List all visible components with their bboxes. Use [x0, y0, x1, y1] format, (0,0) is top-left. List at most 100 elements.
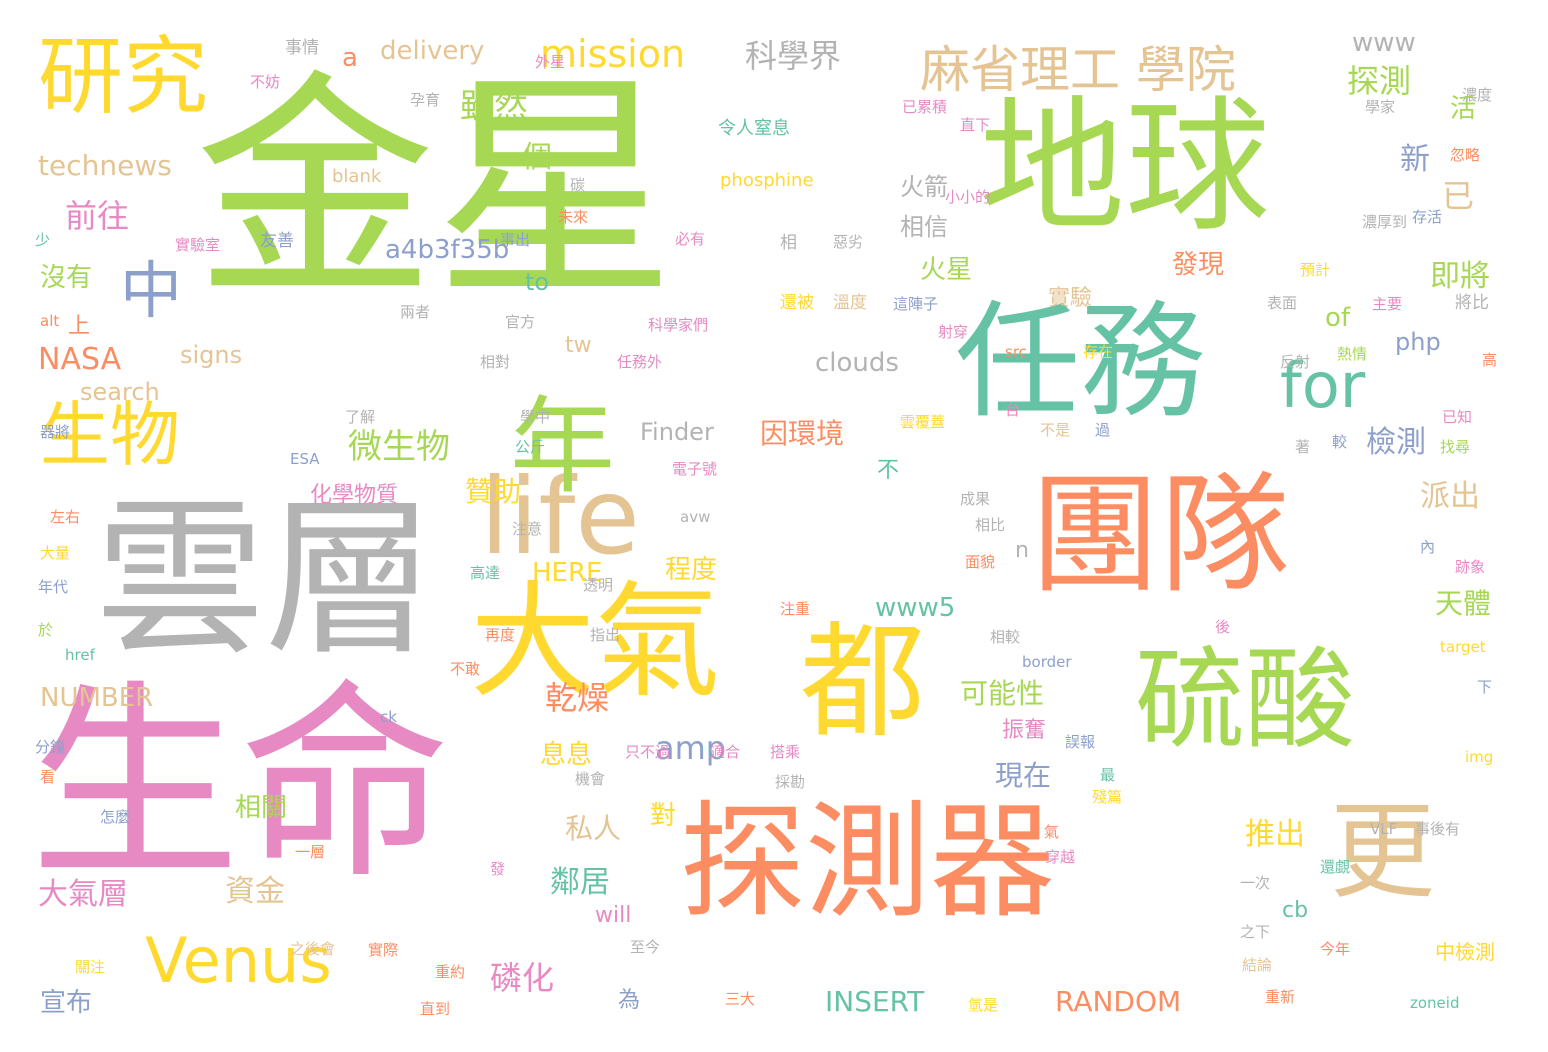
cloud-word: tw	[565, 333, 592, 358]
cloud-word: 現在	[995, 759, 1052, 792]
cloud-word: 相比	[975, 516, 1006, 534]
cloud-word: 贊助	[465, 475, 522, 508]
cloud-word: 火箭	[900, 173, 948, 201]
cloud-word: 找尋	[1440, 438, 1471, 456]
cloud-word: www5	[875, 593, 956, 623]
cloud-word: 至今	[630, 938, 661, 956]
cloud-word: 因環境	[760, 417, 845, 450]
cloud-word: 前往	[65, 197, 130, 235]
cloud-word: 乾燥	[545, 679, 610, 717]
cloud-word: 熱情	[1337, 345, 1368, 363]
cloud-word: 一個	[492, 140, 552, 175]
cloud-word: 面貌	[965, 553, 996, 571]
cloud-word: 將比	[1455, 293, 1489, 313]
cloud-word: 化學物質	[310, 483, 399, 508]
cloud-word: 電子號	[672, 460, 718, 478]
cloud-word: 小小的	[945, 188, 991, 206]
cloud-word: 了解	[345, 408, 376, 426]
cloud-word: 之後會	[290, 940, 336, 958]
cloud-word: RANDOM	[1055, 985, 1182, 1018]
cloud-word: cb	[1282, 898, 1309, 923]
cloud-word: 一層	[295, 843, 326, 861]
cloud-word: 著	[1295, 438, 1311, 456]
cloud-word: 不妨	[250, 73, 281, 91]
cloud-word: 左右	[50, 508, 81, 526]
cloud-word: 令人窒息	[718, 118, 790, 139]
cloud-word: 程度	[665, 555, 718, 585]
cloud-word: 濃厚到	[1362, 213, 1408, 231]
cloud-word: 雖然	[460, 87, 528, 127]
cloud-word: phosphine	[720, 170, 814, 191]
cloud-word: 已	[1442, 177, 1475, 215]
cloud-word: 團隊	[1030, 459, 1291, 611]
cloud-word: 任務	[955, 290, 1205, 435]
cloud-word: 相關	[235, 793, 288, 823]
cloud-word: 成果	[960, 490, 991, 508]
cloud-word: life	[480, 456, 640, 578]
cloud-word: 發現	[1172, 250, 1225, 280]
cloud-word: Venus	[145, 924, 332, 997]
cloud-word: clouds	[815, 348, 899, 378]
cloud-word: 注重	[780, 600, 811, 618]
cloud-word: delivery	[380, 36, 485, 66]
cloud-word: 中	[120, 254, 183, 327]
cloud-word: 雲覆蓋	[900, 413, 946, 431]
cloud-word: 高	[1482, 351, 1498, 369]
cloud-word: 磷化	[490, 959, 555, 997]
cloud-word: 兩者	[400, 303, 431, 321]
cloud-word: 對	[650, 801, 677, 831]
cloud-word: 機會	[575, 770, 606, 788]
cloud-word: 器將	[40, 423, 71, 441]
cloud-word: 中檢測	[1435, 940, 1495, 964]
cloud-word: 地球	[980, 83, 1270, 252]
cloud-word: 麻省理工 學院	[920, 41, 1236, 99]
cloud-word: 主要	[1372, 295, 1403, 313]
cloud-word: border	[1022, 653, 1072, 671]
cloud-word: 惡劣	[833, 233, 864, 251]
cloud-word: 必有	[675, 230, 706, 248]
cloud-word: 活	[1450, 94, 1477, 124]
cloud-word: 未來	[558, 208, 589, 226]
cloud-word: php	[1395, 328, 1441, 356]
cloud-word: 官方	[505, 313, 536, 331]
cloud-word: Finder	[640, 418, 714, 446]
cloud-word: 最	[1100, 766, 1116, 784]
cloud-word: 更	[1330, 791, 1436, 913]
cloud-word: 三大	[725, 990, 756, 1008]
cloud-word: 跡象	[1455, 558, 1486, 576]
cloud-word: 外星	[535, 53, 566, 71]
cloud-word: 怎麼	[100, 808, 131, 826]
cloud-word: 氫是	[968, 996, 999, 1014]
cloud-word: 誤報	[1065, 733, 1096, 751]
cloud-word: 實驗	[1048, 286, 1093, 311]
cloud-word: 探測器	[680, 790, 1055, 935]
cloud-word: 直到	[420, 1000, 451, 1018]
cloud-word: ck	[380, 708, 397, 726]
cloud-word: a4b3f35b	[385, 235, 510, 265]
cloud-word: mission	[540, 32, 686, 76]
cloud-word: NASA	[38, 342, 122, 377]
cloud-word: 實際	[368, 941, 399, 959]
cloud-word: zoneid	[1410, 994, 1460, 1012]
cloud-word: 事後有	[1415, 820, 1461, 838]
cloud-word: 氣	[1044, 823, 1060, 841]
cloud-word: target	[1440, 638, 1486, 656]
cloud-word: 關注	[75, 958, 106, 976]
cloud-word: 溫度	[833, 293, 867, 313]
cloud-word: technews	[38, 149, 172, 182]
cloud-word: 這陣子	[893, 295, 939, 313]
cloud-word: 任務外	[617, 353, 663, 371]
cloud-word: 較	[1332, 433, 1348, 451]
cloud-word: 事情	[285, 38, 319, 58]
cloud-word: 實驗室	[175, 236, 221, 254]
cloud-word: 科學家們	[648, 316, 709, 334]
cloud-word: 內	[1420, 538, 1436, 556]
cloud-word: 看	[40, 768, 56, 786]
cloud-word: 忽略	[1450, 146, 1481, 164]
cloud-word: 相較	[990, 628, 1021, 646]
cloud-word: INSERT	[825, 985, 925, 1018]
cloud-word: 碳	[570, 176, 586, 194]
cloud-word: 下	[1477, 678, 1493, 696]
cloud-word: 沒有	[40, 263, 93, 293]
cloud-word: 大量	[40, 544, 71, 562]
